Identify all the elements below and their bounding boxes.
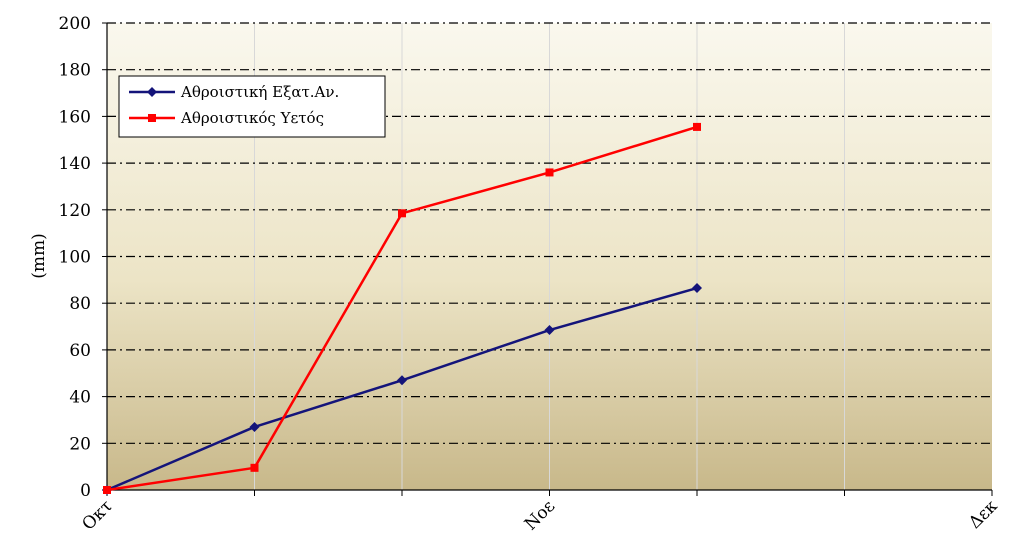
legend-marker xyxy=(148,114,156,122)
data-point xyxy=(249,421,260,432)
y-tick-label: 180 xyxy=(59,61,91,81)
data-point xyxy=(103,486,111,494)
data-point xyxy=(544,325,555,336)
data-point xyxy=(398,209,406,218)
y-tick-label: 120 xyxy=(59,201,91,221)
data-point xyxy=(693,122,701,131)
data-point xyxy=(692,283,702,294)
y-tick-label: 40 xyxy=(69,388,91,408)
y-tick-label: 0 xyxy=(80,481,91,501)
legend-marker xyxy=(147,87,157,97)
y-tick-label: 200 xyxy=(59,14,91,34)
y-tick-label: 140 xyxy=(59,154,91,174)
legend-label: Αθροιστικός Υετός xyxy=(180,109,324,127)
y-tick-label: 60 xyxy=(69,341,91,361)
y-tick-label: 20 xyxy=(69,434,91,454)
legend-label: Αθροιστική Εξατ.Αν. xyxy=(180,83,339,101)
x-tick-label: Δεκ xyxy=(965,496,1002,533)
y-axis-title: (mm) xyxy=(29,233,49,279)
legend-box xyxy=(118,75,386,138)
y-tick-label: 160 xyxy=(59,107,91,127)
x-tick-label: Νοε xyxy=(521,496,559,534)
legend: Αθροιστική Εξατ.Αν. Αθροιστικός Υετός xyxy=(118,75,386,138)
y-tick-label: 100 xyxy=(59,248,91,268)
data-point xyxy=(545,168,554,177)
x-tick-label: Οκτ xyxy=(78,496,116,534)
data-point xyxy=(250,463,259,472)
data-point xyxy=(397,375,407,386)
y-tick-label: 80 xyxy=(69,294,91,314)
